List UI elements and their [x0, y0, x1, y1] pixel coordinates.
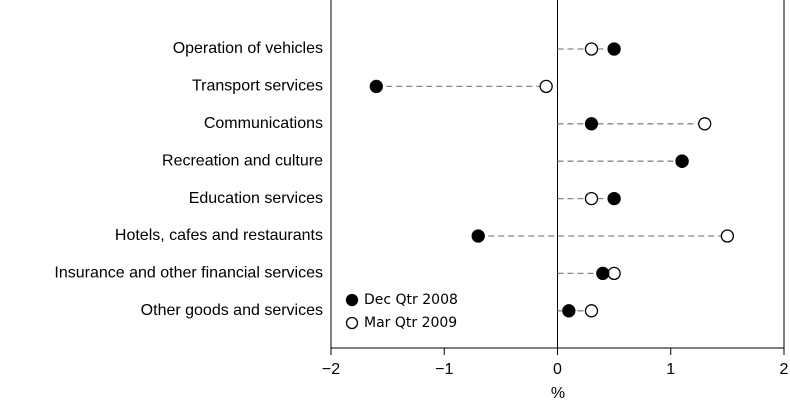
dot [471, 229, 485, 243]
y-tick-label: Transport services [192, 78, 323, 95]
dot [584, 42, 599, 56]
y-tick-label: Operation of vehicles [173, 40, 323, 57]
dot [607, 266, 621, 281]
dot [607, 42, 621, 56]
dot [584, 117, 599, 131]
y-tick-label: Insurance and other financial services [54, 265, 323, 282]
x-tick-label: 2 [780, 361, 789, 378]
y-tick-label: Recreation and culture [162, 152, 323, 169]
x-axis-label: % [551, 385, 565, 402]
dot [369, 79, 383, 94]
dot [675, 154, 689, 168]
dot [539, 79, 553, 94]
legend-label: Mar Qtr 2009 [364, 315, 457, 331]
dot [562, 304, 576, 318]
legend-marker [345, 316, 359, 330]
y-tick-label: Education services [189, 190, 323, 207]
legend-marker [345, 293, 359, 307]
dot [596, 266, 610, 281]
x-tick-label: −1 [435, 361, 453, 378]
dot [607, 191, 621, 206]
y-tick-label: Communications [204, 115, 323, 132]
y-tick-label: Hotels, cafes and restaurants [115, 227, 323, 244]
dot [720, 229, 735, 243]
dot [698, 117, 712, 131]
x-tick-label: −2 [322, 361, 340, 378]
x-tick-label: 1 [666, 361, 675, 378]
legend-label: Dec Qtr 2008 [364, 292, 458, 308]
x-tick-label: 0 [553, 361, 562, 378]
y-tick-label: Other goods and services [141, 302, 323, 319]
dot [584, 191, 599, 206]
dot [584, 304, 599, 318]
